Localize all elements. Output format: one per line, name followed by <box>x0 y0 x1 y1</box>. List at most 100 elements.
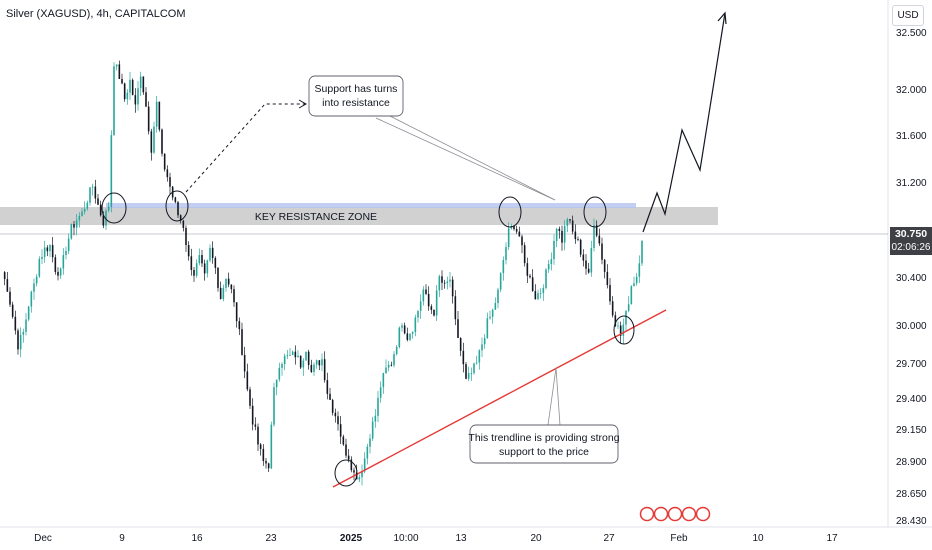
candle-body <box>446 281 449 284</box>
price-tick-label: 30.400 <box>896 273 927 284</box>
price-tick-label: 29.150 <box>896 425 927 436</box>
candle-body <box>633 283 635 287</box>
candle-body <box>534 291 537 300</box>
candle-body <box>179 215 182 221</box>
candle-body <box>46 247 49 252</box>
candle-body <box>147 106 150 132</box>
candle-body <box>302 360 305 368</box>
candle-body <box>182 220 185 228</box>
candle-body <box>422 289 425 302</box>
candle-body <box>414 317 417 332</box>
candle-body <box>617 325 619 327</box>
us-flag-icon[interactable] <box>653 506 669 522</box>
candle-body <box>289 355 291 356</box>
time-tick-label: 17 <box>826 533 838 544</box>
candle-body <box>619 325 622 336</box>
candle-body <box>603 259 606 272</box>
candle-body <box>435 290 438 316</box>
candle-body <box>291 351 294 356</box>
price-tick-label: 32.000 <box>896 85 927 96</box>
candle-body <box>163 153 166 170</box>
candle-body <box>11 304 14 317</box>
candle-body <box>307 351 310 365</box>
candle-body <box>262 448 265 461</box>
candle-body <box>201 255 203 264</box>
candle-body <box>153 126 155 153</box>
candle-body <box>486 318 489 339</box>
candle-body <box>521 236 523 246</box>
candle-body <box>638 263 641 277</box>
candle-body <box>561 230 563 243</box>
candle-body <box>110 135 113 207</box>
price-tick-label: 30.000 <box>896 321 927 332</box>
projected-price-path[interactable] <box>642 12 726 233</box>
candle-body <box>206 260 209 274</box>
candle-body <box>601 243 603 260</box>
callout-top[interactable]: Support has turns into resistance <box>308 75 556 201</box>
candle-body <box>97 198 99 205</box>
candle-body <box>630 286 633 305</box>
us-flag-icon[interactable] <box>639 506 655 522</box>
candle-body <box>502 260 505 274</box>
support-trendline[interactable] <box>332 309 667 488</box>
candle-body <box>310 364 313 372</box>
candle-body <box>334 412 337 417</box>
candle-body <box>401 325 403 328</box>
us-flag-icon[interactable] <box>681 506 697 522</box>
candle-body <box>419 301 422 311</box>
highlight-circle <box>165 190 189 222</box>
candle-body <box>137 88 139 105</box>
candle-body <box>94 186 97 199</box>
candle-body <box>489 316 491 319</box>
candle-body <box>385 367 387 374</box>
candle-body <box>347 455 350 460</box>
candle-body <box>145 92 147 107</box>
candle-body <box>513 226 515 230</box>
candle-body <box>270 424 273 469</box>
candle-body <box>286 355 289 357</box>
candle-body <box>566 219 569 226</box>
candle-body <box>158 101 161 130</box>
candle-body <box>606 271 609 286</box>
candle-body <box>622 324 625 336</box>
candle-body <box>313 364 315 372</box>
candle-body <box>235 302 238 322</box>
candle-body <box>609 285 611 302</box>
currency-unit-button[interactable]: USD <box>892 5 924 26</box>
key-resistance-zone-top <box>106 203 636 208</box>
candle-body <box>371 421 374 439</box>
time-axis[interactable]: Dec 9 16 23 2025 10:00 13 20 27 Feb 10 1… <box>34 533 838 544</box>
candle-body <box>251 405 254 425</box>
candle-body <box>161 129 163 154</box>
callout-bottom[interactable]: This trendline is providing strong suppo… <box>468 367 620 464</box>
price-tick-label: 28.900 <box>896 457 927 468</box>
us-flag-icon[interactable] <box>695 506 711 522</box>
candle-body <box>387 364 390 368</box>
candle-body <box>265 460 267 464</box>
price-tick-label: 29.400 <box>896 394 927 405</box>
projection-arrowhead <box>717 11 727 25</box>
candle-body <box>222 287 225 299</box>
candle-body <box>409 333 411 340</box>
price-axis[interactable]: 32.500 32.000 31.600 31.200 30.400 30.00… <box>896 28 927 527</box>
candle-body <box>27 306 30 320</box>
candle-body <box>454 296 457 320</box>
candle-body <box>329 393 331 400</box>
candle-body <box>518 231 521 237</box>
candle-body <box>115 64 118 67</box>
candle-body <box>542 287 545 294</box>
candle-body <box>451 279 454 297</box>
candle-body <box>70 224 73 239</box>
candle-body <box>473 363 475 374</box>
candle-body <box>406 333 409 340</box>
candle-body <box>555 228 558 241</box>
candle-body <box>139 76 142 89</box>
candle-body <box>553 240 555 260</box>
event-markers[interactable] <box>639 506 711 522</box>
us-flag-icon[interactable] <box>667 506 683 522</box>
candle-body <box>278 367 281 380</box>
candle-body <box>30 291 33 307</box>
candle-body <box>86 202 89 209</box>
callout-bottom-text-1: This trendline is providing strong <box>468 432 619 444</box>
